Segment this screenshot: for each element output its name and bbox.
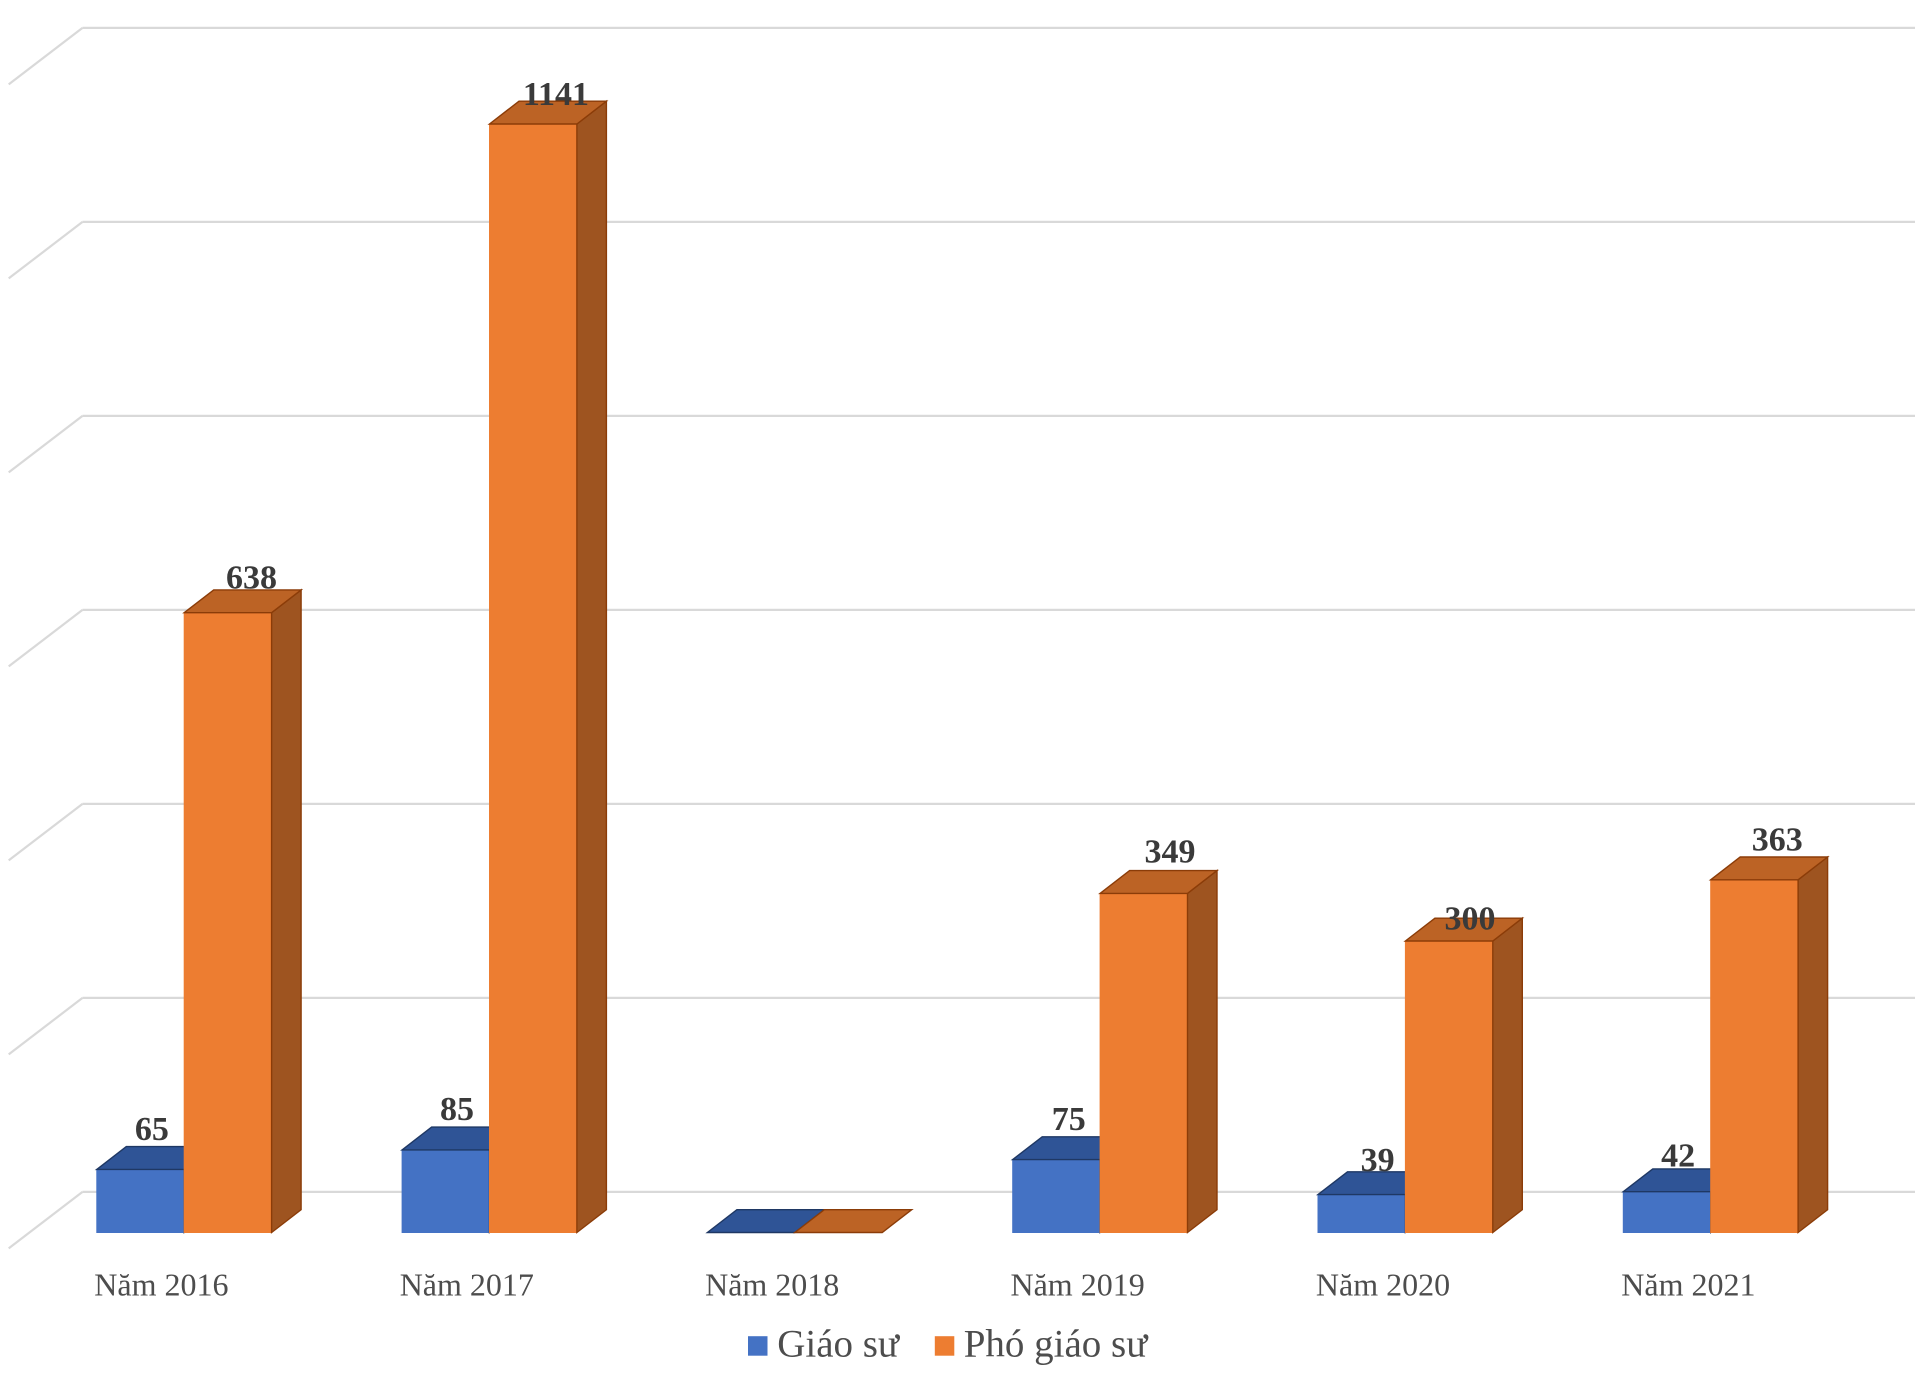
svg-text:Phó giáo sư: Phó giáo sư xyxy=(964,1322,1150,1365)
svg-text:300: 300 xyxy=(1445,901,1496,938)
svg-text:1141: 1141 xyxy=(523,76,589,113)
svg-text:Năm 2020: Năm 2020 xyxy=(1316,1267,1450,1303)
svg-text:85: 85 xyxy=(440,1091,474,1128)
svg-text:363: 363 xyxy=(1752,822,1803,859)
svg-text:Giáo sư: Giáo sư xyxy=(777,1322,901,1365)
svg-text:65: 65 xyxy=(135,1111,169,1148)
svg-text:Năm 2021: Năm 2021 xyxy=(1621,1267,1755,1303)
svg-text:349: 349 xyxy=(1145,834,1196,871)
svg-text:Năm 2018: Năm 2018 xyxy=(705,1267,839,1303)
svg-text:638: 638 xyxy=(226,560,277,597)
svg-text:42: 42 xyxy=(1661,1137,1695,1174)
svg-text:Năm 2017: Năm 2017 xyxy=(400,1267,534,1303)
svg-text:39: 39 xyxy=(1361,1142,1395,1179)
svg-text:75: 75 xyxy=(1052,1101,1086,1138)
svg-text:Năm 2016: Năm 2016 xyxy=(94,1267,228,1303)
svg-text:Năm 2019: Năm 2019 xyxy=(1010,1267,1144,1303)
